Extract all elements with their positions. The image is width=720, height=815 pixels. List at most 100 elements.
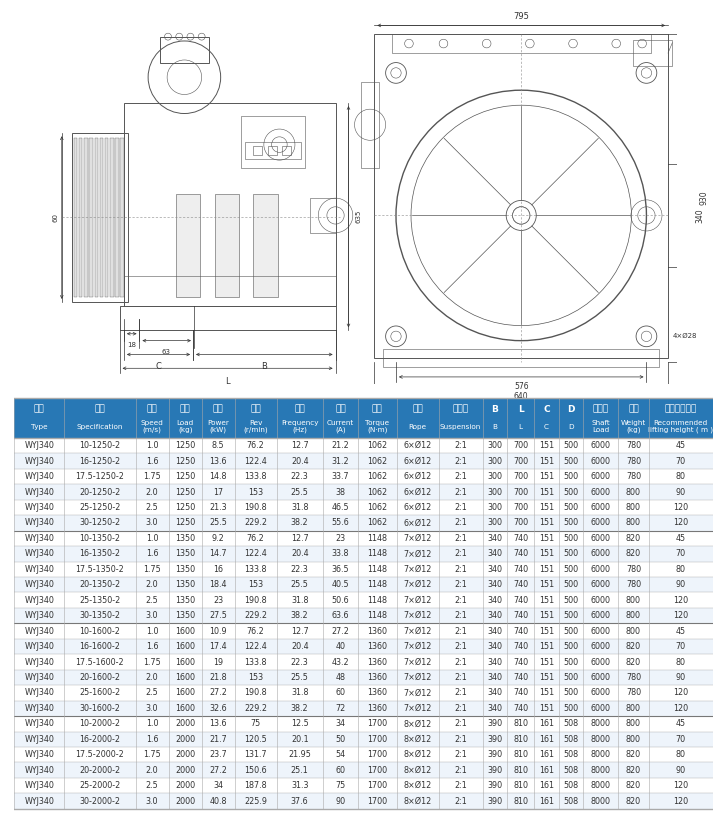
Text: 800: 800: [626, 487, 641, 496]
Text: 820: 820: [626, 781, 641, 791]
Text: 120: 120: [673, 518, 688, 527]
Bar: [310, 198, 336, 233]
Text: 390: 390: [487, 751, 503, 760]
Text: 2.5: 2.5: [145, 781, 158, 791]
Text: 8000: 8000: [590, 751, 611, 760]
Text: Load
(kg): Load (kg): [176, 420, 194, 434]
Text: 2:1: 2:1: [454, 735, 467, 744]
Text: 6000: 6000: [590, 456, 611, 465]
Text: 1700: 1700: [367, 751, 387, 760]
Text: 25.5: 25.5: [291, 580, 309, 589]
Text: 780: 780: [626, 441, 641, 450]
Text: 1.0: 1.0: [146, 720, 158, 729]
Text: 25-2000-2: 25-2000-2: [79, 781, 120, 791]
Text: C: C: [544, 424, 549, 430]
Text: 2:1: 2:1: [454, 704, 467, 713]
Text: 1.75: 1.75: [143, 751, 161, 760]
Text: 1062: 1062: [367, 487, 387, 496]
Text: 40.8: 40.8: [210, 796, 227, 805]
Text: 70: 70: [676, 456, 686, 465]
Text: 7×Ø12: 7×Ø12: [403, 704, 432, 713]
Text: 6000: 6000: [590, 704, 611, 713]
Text: C: C: [156, 362, 161, 372]
Text: 740: 740: [513, 673, 528, 682]
Text: 500: 500: [563, 642, 578, 651]
Text: 800: 800: [626, 735, 641, 744]
Text: Suspension: Suspension: [440, 424, 481, 430]
Text: 1062: 1062: [367, 472, 387, 481]
Bar: [14, 438, 713, 453]
Text: 1.6: 1.6: [146, 735, 158, 744]
Text: 2:1: 2:1: [454, 518, 467, 527]
Text: 90: 90: [676, 766, 686, 775]
Text: 1148: 1148: [367, 565, 387, 574]
Text: 2:1: 2:1: [454, 751, 467, 760]
Text: 14.7: 14.7: [210, 549, 227, 558]
Text: 161: 161: [539, 796, 554, 805]
Text: 1600: 1600: [175, 673, 195, 682]
Text: L: L: [518, 424, 523, 430]
Text: 70: 70: [676, 735, 686, 744]
Text: 1700: 1700: [367, 796, 387, 805]
Text: 绳规: 绳规: [413, 404, 423, 413]
Text: WYJ340: WYJ340: [24, 689, 54, 698]
Text: 1360: 1360: [367, 658, 387, 667]
Text: 740: 740: [513, 642, 528, 651]
Text: 1.0: 1.0: [146, 534, 158, 543]
Text: 25-1600-2: 25-1600-2: [79, 689, 120, 698]
Text: 161: 161: [539, 720, 554, 729]
Text: 30-1600-2: 30-1600-2: [79, 704, 120, 713]
Bar: [14, 716, 713, 732]
Text: 6000: 6000: [590, 472, 611, 481]
Text: 1600: 1600: [175, 627, 195, 636]
Text: 740: 740: [513, 580, 528, 589]
Text: 390: 390: [487, 781, 503, 791]
Text: 151: 151: [539, 673, 554, 682]
Text: 800: 800: [626, 720, 641, 729]
Bar: [14, 484, 713, 500]
Text: 500: 500: [563, 627, 578, 636]
Text: 33.7: 33.7: [332, 472, 349, 481]
Text: Weight
(kg): Weight (kg): [621, 420, 646, 434]
Text: 1600: 1600: [175, 689, 195, 698]
Text: 6×Ø12: 6×Ø12: [403, 456, 432, 465]
Text: 16-1600-2: 16-1600-2: [79, 642, 120, 651]
Text: 2:1: 2:1: [454, 549, 467, 558]
Text: L: L: [518, 404, 523, 413]
Bar: [161, 37, 209, 63]
Text: 340: 340: [487, 549, 502, 558]
Text: 型号: 型号: [34, 404, 45, 413]
Text: Torque
(N·m): Torque (N·m): [365, 420, 390, 434]
Text: 10-2000-2: 10-2000-2: [79, 720, 120, 729]
Text: 31.8: 31.8: [291, 689, 308, 698]
Text: 500: 500: [563, 518, 578, 527]
Text: 7×Ø12: 7×Ø12: [403, 596, 432, 605]
Text: 7×Ø12: 7×Ø12: [403, 534, 432, 543]
Text: 225.9: 225.9: [244, 796, 267, 805]
Text: 30-2000-2: 30-2000-2: [79, 796, 120, 805]
Text: 500: 500: [563, 487, 578, 496]
Text: 23.7: 23.7: [210, 751, 227, 760]
Text: 229.2: 229.2: [244, 611, 267, 620]
Text: 2.0: 2.0: [145, 580, 158, 589]
Text: 1360: 1360: [367, 673, 387, 682]
Text: 17.4: 17.4: [210, 642, 227, 651]
Text: 6000: 6000: [590, 487, 611, 496]
Bar: [14, 398, 713, 438]
Bar: [14, 577, 713, 593]
Text: 2.0: 2.0: [145, 766, 158, 775]
Text: 8000: 8000: [590, 735, 611, 744]
Text: 8000: 8000: [590, 781, 611, 791]
Text: 740: 740: [513, 565, 528, 574]
Bar: [245, 142, 301, 159]
Text: 740: 740: [513, 704, 528, 713]
Bar: [124, 276, 336, 306]
Text: 25.5: 25.5: [291, 673, 309, 682]
Text: 转矩: 转矩: [372, 404, 383, 413]
Text: 8×Ø12: 8×Ø12: [403, 720, 432, 729]
Bar: [240, 116, 305, 168]
Text: 1350: 1350: [175, 534, 195, 543]
Bar: [94, 138, 98, 297]
Text: Recommended
lifting height ( m ): Recommended lifting height ( m ): [648, 420, 714, 434]
Text: 151: 151: [539, 441, 554, 450]
